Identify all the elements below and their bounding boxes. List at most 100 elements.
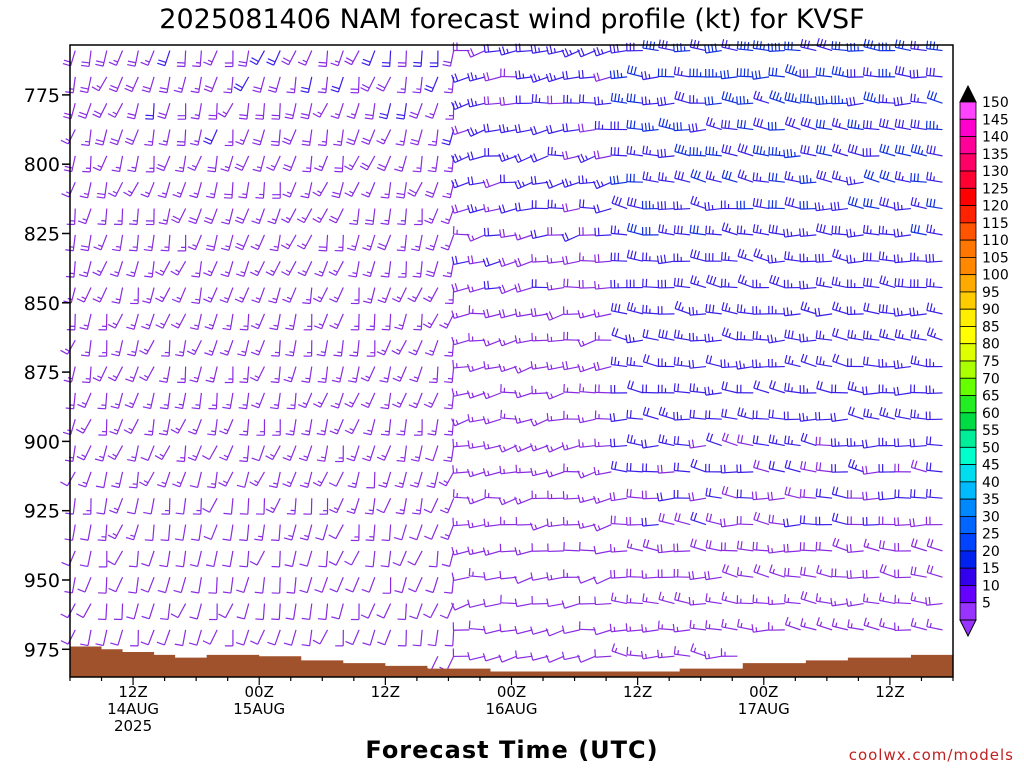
wind-barb-feather	[846, 229, 849, 238]
wind-barb-staff	[166, 550, 171, 567]
wind-barb-feather	[753, 511, 757, 520]
wind-barb-feather	[131, 166, 137, 169]
wind-barb-feather	[657, 649, 660, 658]
wind-barb-feather	[431, 140, 437, 143]
wind-barb-feather	[441, 142, 450, 146]
wind-barb-feather	[803, 489, 806, 498]
wind-barb-staff	[549, 313, 565, 321]
wind-barb-feather	[467, 99, 471, 108]
wind-barb-feather	[787, 383, 790, 392]
wind-barb-staff	[278, 603, 281, 620]
wind-barb-feather	[250, 351, 259, 356]
wind-barb-feather	[451, 74, 455, 83]
wind-barb-staff	[911, 466, 927, 473]
wind-barb-feather	[768, 460, 772, 469]
wind-barb-feather	[483, 518, 486, 527]
wind-barb-staff	[336, 287, 344, 303]
wind-barb-feather	[365, 219, 374, 222]
wind-barb-feather	[545, 180, 550, 189]
wind-barb-staff	[642, 336, 659, 341]
wind-barb-feather	[330, 405, 339, 409]
wind-barb-feather	[444, 381, 453, 384]
wind-barb-feather	[721, 564, 726, 572]
wind-barb-feather	[771, 435, 775, 444]
wind-barb-feather	[458, 155, 462, 160]
wind-barb-feather	[886, 171, 890, 180]
wind-barb-feather	[894, 39, 898, 48]
wind-barb-feather	[143, 480, 149, 484]
wind-barb-feather	[394, 168, 403, 172]
wind-barb-feather	[743, 95, 745, 104]
wind-barb-feather	[677, 144, 681, 153]
wind-barb-feather	[251, 299, 260, 304]
wind-barb-staff	[722, 177, 738, 183]
wind-barb-feather	[157, 589, 166, 594]
wind-barb-staff	[737, 471, 754, 474]
wind-barb-staff	[800, 418, 817, 422]
wind-barb-feather	[612, 44, 616, 53]
wind-barb-staff	[164, 577, 171, 593]
wind-barb-feather	[466, 49, 472, 58]
wind-barb-feather	[704, 333, 707, 343]
wind-barb-feather	[705, 512, 709, 521]
wind-barb-feather	[522, 73, 525, 79]
wind-barb-feather	[266, 61, 274, 66]
wind-barb-feather	[791, 387, 793, 392]
wind-barb-feather	[530, 626, 534, 635]
wind-barb-staff	[182, 155, 187, 172]
wind-barb-staff	[863, 232, 880, 236]
wind-barb-feather	[547, 146, 550, 155]
wind-barb-staff	[352, 576, 360, 593]
wind-barb-staff	[215, 103, 218, 120]
wind-barb-feather	[802, 412, 805, 421]
wind-barb-feather	[146, 297, 152, 301]
wind-barb-feather	[251, 220, 260, 225]
wind-barb-staff	[240, 76, 250, 92]
wind-barb-staff	[642, 600, 659, 605]
wind-barb-staff	[453, 339, 470, 346]
wind-barb-staff	[894, 629, 911, 632]
wind-barb-feather	[410, 142, 419, 146]
wind-barb-staff	[193, 339, 202, 355]
wind-barb-feather	[289, 351, 294, 354]
wind-barb-feather	[691, 571, 695, 580]
wind-barb-feather	[803, 302, 808, 311]
wind-barb-feather	[285, 353, 294, 357]
wind-barb-feather	[613, 175, 616, 184]
wind-barb-staff	[258, 287, 266, 303]
wind-barb-feather	[534, 307, 537, 317]
wind-barb-feather	[318, 144, 327, 147]
wind-barb-feather	[518, 338, 521, 343]
wind-barb-staff	[737, 232, 754, 236]
wind-barb-staff	[721, 388, 738, 394]
wind-barb-feather	[803, 567, 806, 576]
wind-barb-staff	[517, 260, 533, 268]
wind-barb-feather	[756, 331, 758, 340]
wind-barb-feather	[724, 382, 728, 391]
wind-barb-feather	[704, 44, 707, 54]
wind-barb-feather	[835, 302, 839, 311]
wind-barb-staff	[532, 365, 549, 370]
wind-barb-staff	[832, 544, 849, 552]
wind-barb-feather	[112, 248, 121, 252]
colorbar-label: 125	[982, 181, 1009, 197]
wind-barb-feather	[621, 97, 624, 103]
wind-barb-feather	[451, 572, 455, 581]
wind-barb-feather	[235, 83, 243, 89]
wind-barb-feather	[882, 622, 885, 627]
wind-barb-staff	[595, 155, 612, 160]
wind-barb-staff	[579, 76, 596, 79]
wind-barb-feather	[431, 430, 437, 433]
wind-barb-staff	[136, 471, 139, 488]
wind-barb-feather	[815, 119, 819, 128]
wind-barb-staff	[563, 285, 580, 289]
wind-barb-staff	[863, 98, 880, 104]
x-tick-label: 12Z	[118, 683, 147, 701]
wind-barb-feather	[866, 303, 870, 312]
wind-barb-staff	[516, 76, 533, 80]
wind-barb-feather	[930, 91, 934, 100]
wind-barb-feather	[786, 307, 789, 316]
wind-barb-staff	[910, 313, 927, 317]
wind-barb-feather	[704, 387, 707, 396]
wind-barb-feather	[845, 598, 849, 607]
